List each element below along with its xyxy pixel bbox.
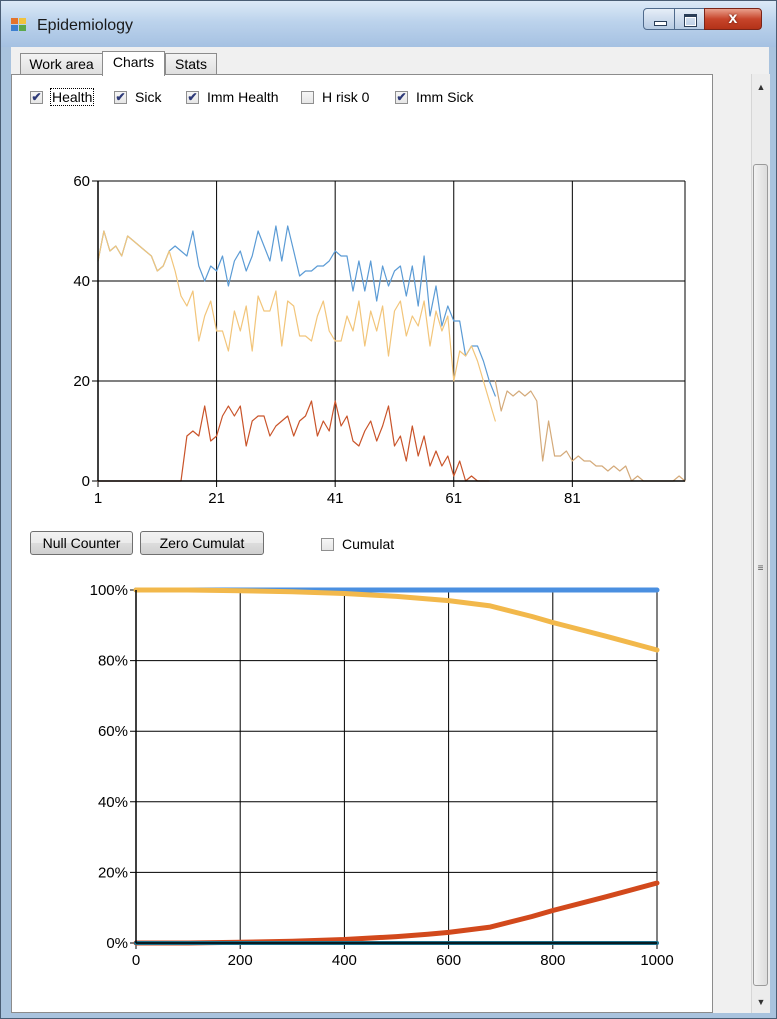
series-line-1 <box>97 230 496 422</box>
tab-charts[interactable]: Charts <box>102 51 165 76</box>
imm-health-check-box[interactable]: ✔ <box>186 89 199 104</box>
client-area: Work area Charts Stats ✔ Health ✔ Sick ✔… <box>11 47 770 1013</box>
x-tick-label: 61 <box>445 490 462 507</box>
x-tick-label: 400 <box>332 952 357 969</box>
y-tick-label: 40 <box>73 273 90 290</box>
series-line-2 <box>133 880 660 946</box>
cumulat-label: Cumulat <box>342 536 395 552</box>
x-tick-label: 1 <box>94 490 102 507</box>
y-tick-label: 80% <box>98 653 128 670</box>
close-icon: x <box>728 10 738 27</box>
minimize-icon <box>654 21 667 26</box>
title-bar[interactable]: Epidemiology x <box>1 1 776 47</box>
imm-sick-check-box[interactable]: ✔ <box>395 89 408 104</box>
close-button[interactable]: x <box>704 8 762 30</box>
charts-panel: ✔ Health ✔ Sick ✔ Imm Health H risk 0 ✔ … <box>11 74 713 1013</box>
app-icon <box>11 18 27 32</box>
imm-health-checkbox[interactable]: ✔ Imm Health <box>186 89 279 105</box>
tab-work-area[interactable]: Work area <box>20 53 103 75</box>
window-title: Epidemiology <box>37 17 134 34</box>
health-check-box[interactable]: ✔ <box>30 89 43 104</box>
y-tick-label: 0 <box>82 473 90 490</box>
x-tick-label: 200 <box>228 952 253 969</box>
scroll-up-icon[interactable]: ▲ <box>756 82 766 92</box>
y-tick-label: 40% <box>98 794 128 811</box>
sick-checkbox[interactable]: ✔ Sick <box>114 89 161 105</box>
y-tick-label: 20% <box>98 864 128 881</box>
imm-sick-checkbox[interactable]: ✔ Imm Sick <box>395 89 474 105</box>
null-counter-button[interactable]: Null Counter <box>30 531 133 555</box>
series-line-2 <box>494 380 686 482</box>
y-tick-label: 60 <box>73 173 90 190</box>
health-checkbox[interactable]: ✔ Health <box>30 88 95 106</box>
scroll-grip-icon: ≡ <box>757 563 764 574</box>
y-tick-label: 20 <box>73 373 90 390</box>
health-label: Health <box>49 88 95 106</box>
sick-label: Sick <box>135 89 162 105</box>
series-line-3 <box>97 400 490 482</box>
vertical-scrollbar[interactable]: ▲ ≡ ▼ <box>751 74 770 1013</box>
cumulat-check-box[interactable] <box>321 537 334 551</box>
h-risk-0-check-box[interactable] <box>301 90 314 104</box>
series-line-1 <box>133 587 660 653</box>
y-tick-label: 0% <box>106 935 128 952</box>
zero-cumulat-button[interactable]: Zero Cumulat <box>140 531 264 555</box>
sick-check-box[interactable]: ✔ <box>114 89 127 104</box>
x-tick-label: 1000 <box>640 952 673 969</box>
imm-health-label: Imm Health <box>207 89 279 105</box>
y-tick-label: 100% <box>90 582 128 599</box>
tab-stats[interactable]: Stats <box>165 53 217 75</box>
cumulative-percent-chart: 0% 20% 40% 60% 80% 100% 0 200 400 600 800 1000 <box>90 582 674 969</box>
minimize-button[interactable] <box>643 8 675 30</box>
y-tick-label: 60% <box>98 723 128 740</box>
daily-counts-chart: 0 20 40 60 1 21 41 61 81 <box>73 173 686 507</box>
imm-sick-label: Imm Sick <box>416 89 474 105</box>
x-tick-label: 0 <box>132 952 140 969</box>
x-tick-label: 41 <box>327 490 344 507</box>
x-tick-label: 81 <box>564 490 581 507</box>
x-tick-label: 600 <box>436 952 461 969</box>
cumulat-checkbox[interactable]: Cumulat <box>321 536 394 552</box>
scroll-down-icon[interactable]: ▼ <box>756 997 766 1007</box>
x-tick-label: 800 <box>540 952 565 969</box>
maximize-button[interactable] <box>674 8 705 30</box>
h-risk-0-label: H risk 0 <box>322 89 370 105</box>
scroll-thumb[interactable]: ≡ <box>753 164 768 986</box>
x-tick-label: 21 <box>208 490 225 507</box>
maximize-icon <box>684 14 697 27</box>
h-risk-0-checkbox[interactable]: H risk 0 <box>301 89 369 105</box>
